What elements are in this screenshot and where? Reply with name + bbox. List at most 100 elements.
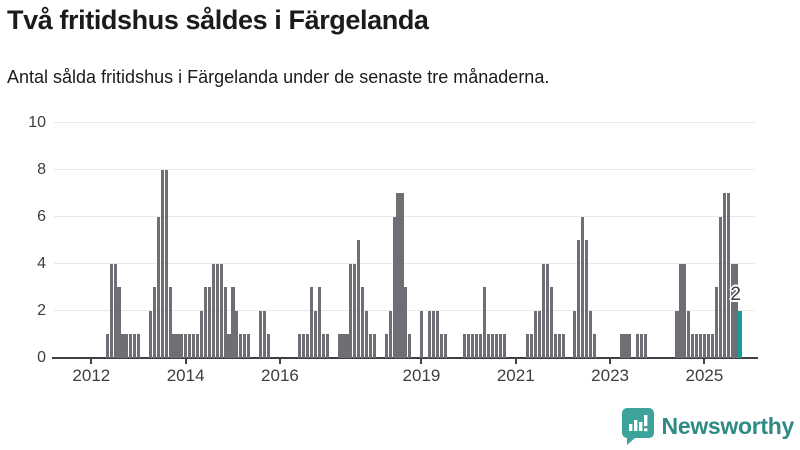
bar <box>392 216 396 358</box>
bar <box>710 334 714 358</box>
bar <box>243 334 247 358</box>
x-axis-label: 2019 <box>402 366 441 385</box>
bar <box>121 334 125 358</box>
x-axis-line <box>52 356 758 359</box>
bar <box>687 310 691 358</box>
bar <box>203 287 208 358</box>
bar <box>557 334 561 358</box>
bar <box>494 334 498 358</box>
bar <box>137 334 141 358</box>
y-axis-label: 6 <box>37 207 46 225</box>
bar <box>168 287 172 358</box>
bar <box>231 287 235 358</box>
gridline-y8 <box>54 169 755 170</box>
gridline-y4 <box>54 263 755 264</box>
bar <box>463 334 467 358</box>
x-axis-tick <box>703 358 706 364</box>
bar <box>109 263 113 358</box>
bar <box>207 287 211 358</box>
gridline-y10 <box>54 122 755 123</box>
bar <box>734 263 738 358</box>
bar <box>706 334 711 358</box>
bar <box>306 334 310 358</box>
bar <box>321 334 325 358</box>
bar <box>176 334 180 358</box>
bar <box>325 334 329 358</box>
bar <box>192 334 196 358</box>
bar <box>219 263 223 358</box>
bar <box>443 334 447 358</box>
highlight-bar <box>738 310 742 358</box>
highlight-value-label: 2 <box>730 283 741 305</box>
bar <box>482 287 487 358</box>
bar <box>537 310 542 358</box>
bar <box>368 334 373 358</box>
bar <box>628 334 632 358</box>
bar <box>408 334 412 358</box>
bar <box>345 334 349 358</box>
bar <box>640 334 644 358</box>
x-axis-tick <box>609 358 612 364</box>
bar <box>644 334 648 358</box>
bar <box>117 287 121 358</box>
bar <box>573 310 577 358</box>
bar <box>337 334 341 358</box>
bar <box>148 310 152 358</box>
x-axis-tick <box>514 358 517 364</box>
bar <box>636 334 640 358</box>
bar <box>541 263 545 358</box>
bar <box>113 263 117 358</box>
bar <box>188 334 192 358</box>
x-axis-label: 2021 <box>496 366 535 385</box>
y-axis-label: 4 <box>37 254 46 272</box>
bar <box>581 216 585 358</box>
bar <box>478 334 483 358</box>
bar <box>396 193 400 358</box>
bar <box>545 263 549 358</box>
bar <box>427 310 432 358</box>
bar <box>133 334 137 358</box>
x-axis-label: 2014 <box>166 366 205 385</box>
x-axis-tick <box>184 358 187 364</box>
bar <box>156 216 160 358</box>
bar <box>164 169 168 358</box>
bar <box>577 240 581 358</box>
bar <box>199 310 204 358</box>
bar <box>180 334 184 358</box>
bar <box>502 334 506 358</box>
bar <box>125 334 129 358</box>
bar <box>184 334 188 358</box>
bar <box>227 334 231 358</box>
chart-title: Två fritidshus såldes i Färgelanda <box>7 5 429 35</box>
x-axis-tick <box>420 358 423 364</box>
bar <box>486 334 490 358</box>
bar <box>239 334 243 358</box>
bar <box>357 240 361 358</box>
bar <box>160 169 164 358</box>
newsworthy-logo-icon <box>621 408 654 445</box>
bar <box>152 287 156 358</box>
bar <box>592 334 597 358</box>
bar <box>310 287 314 358</box>
bar <box>467 334 471 358</box>
bar <box>620 334 624 358</box>
bar <box>431 310 435 358</box>
bar <box>361 287 365 358</box>
bar <box>624 334 628 358</box>
bar <box>223 287 227 358</box>
bar <box>266 334 270 358</box>
bar <box>683 263 687 358</box>
bar <box>404 287 408 358</box>
bar <box>313 310 318 358</box>
bar <box>353 263 357 358</box>
bar <box>262 310 266 358</box>
bar <box>365 310 369 358</box>
x-axis-tick <box>278 358 281 364</box>
y-axis-label: 2 <box>37 301 46 319</box>
bar <box>726 193 730 358</box>
bar <box>699 334 703 358</box>
gridline-y6 <box>54 216 755 217</box>
bar <box>534 310 538 358</box>
bar <box>691 334 695 358</box>
